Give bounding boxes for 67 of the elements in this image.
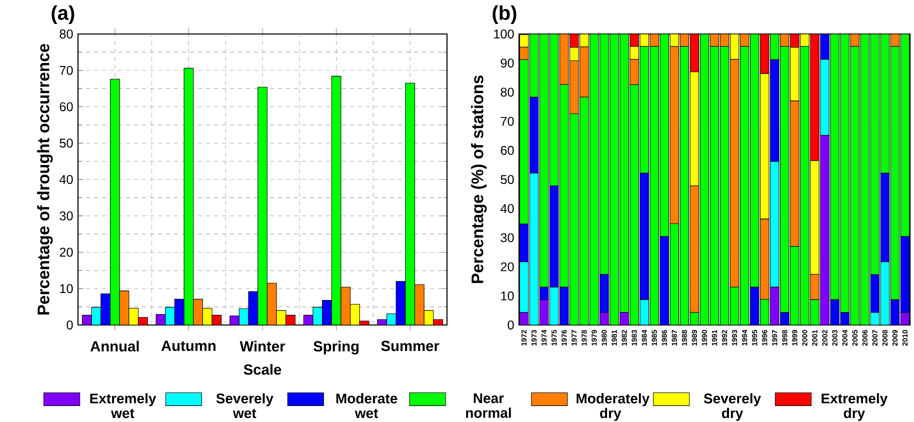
legend-label: Severely wet bbox=[216, 393, 274, 418]
bar bbox=[332, 76, 341, 325]
bar bbox=[670, 46, 680, 224]
legend-label: Extremely dry bbox=[822, 393, 888, 421]
bar bbox=[258, 86, 268, 325]
bar bbox=[690, 34, 700, 72]
y-tick-label: 0 bbox=[508, 320, 514, 330]
legend-label: Moderate wet bbox=[336, 393, 398, 418]
y-tick-label: 60 bbox=[60, 102, 73, 112]
y-tick-label: 30 bbox=[500, 233, 514, 242]
bar bbox=[570, 60, 579, 114]
bar bbox=[350, 304, 360, 325]
y-tick-label: 40 bbox=[500, 204, 514, 214]
bar bbox=[100, 293, 111, 325]
bar bbox=[110, 78, 120, 325]
y-axis-title: Percentage (%) of stations bbox=[471, 76, 487, 284]
y-tick-label: 40 bbox=[59, 175, 73, 184]
bar bbox=[760, 34, 770, 74]
bar bbox=[386, 313, 396, 325]
legend-label: Moderately dry bbox=[576, 393, 650, 421]
bar bbox=[405, 82, 416, 325]
bar bbox=[730, 59, 740, 288]
y-tick-label: 80 bbox=[500, 88, 514, 97]
x-tick-label: Autumn bbox=[161, 340, 216, 351]
bar bbox=[810, 274, 820, 300]
x-axis-title: Scale bbox=[244, 364, 282, 375]
bar bbox=[322, 300, 332, 325]
y-tick-label: 70 bbox=[60, 66, 73, 75]
bar bbox=[810, 34, 820, 161]
y-tick-label: 50 bbox=[500, 175, 514, 184]
y-tick-label: 100 bbox=[494, 30, 514, 38]
bar bbox=[414, 284, 424, 325]
bar bbox=[230, 316, 240, 325]
x-tick-label: Spring bbox=[314, 340, 359, 354]
legend-label: Severely dry bbox=[704, 393, 761, 421]
bar bbox=[770, 286, 780, 325]
chart-title: (b) bbox=[492, 5, 516, 24]
bar bbox=[560, 34, 569, 85]
bar bbox=[690, 186, 700, 313]
y-tick-label: 30 bbox=[60, 211, 73, 220]
x-tick-label: Annual bbox=[90, 340, 139, 352]
y-axis-title: Percentage of drought occurrence bbox=[37, 44, 53, 315]
legend-label: Near normal bbox=[466, 393, 511, 418]
bar bbox=[193, 298, 203, 325]
bar bbox=[128, 308, 139, 325]
x-tick-label: Winter bbox=[240, 340, 286, 352]
bar bbox=[760, 218, 770, 300]
y-tick-label: 10 bbox=[60, 284, 73, 294]
y-tick-label: 0 bbox=[66, 320, 73, 330]
bar bbox=[630, 59, 639, 85]
y-tick-label: 90 bbox=[500, 58, 514, 68]
y-tick-label: 50 bbox=[60, 138, 73, 148]
y-tick-label: 80 bbox=[60, 30, 73, 38]
bar bbox=[790, 100, 800, 247]
y-tick-label: 70 bbox=[500, 116, 514, 126]
bar bbox=[396, 281, 406, 325]
bar bbox=[820, 134, 830, 325]
y-tick-label: 20 bbox=[60, 248, 73, 257]
bar bbox=[184, 68, 194, 325]
x-tick-label: Summer bbox=[381, 340, 440, 352]
y-tick-label: 10 bbox=[501, 291, 514, 300]
bar bbox=[165, 306, 175, 325]
y-tick-label: 60 bbox=[500, 146, 514, 155]
chart-title: (a) bbox=[52, 5, 74, 24]
y-tick-label: 20 bbox=[500, 262, 514, 272]
legend-label: Extremely wet bbox=[90, 393, 156, 418]
bar bbox=[580, 46, 589, 98]
